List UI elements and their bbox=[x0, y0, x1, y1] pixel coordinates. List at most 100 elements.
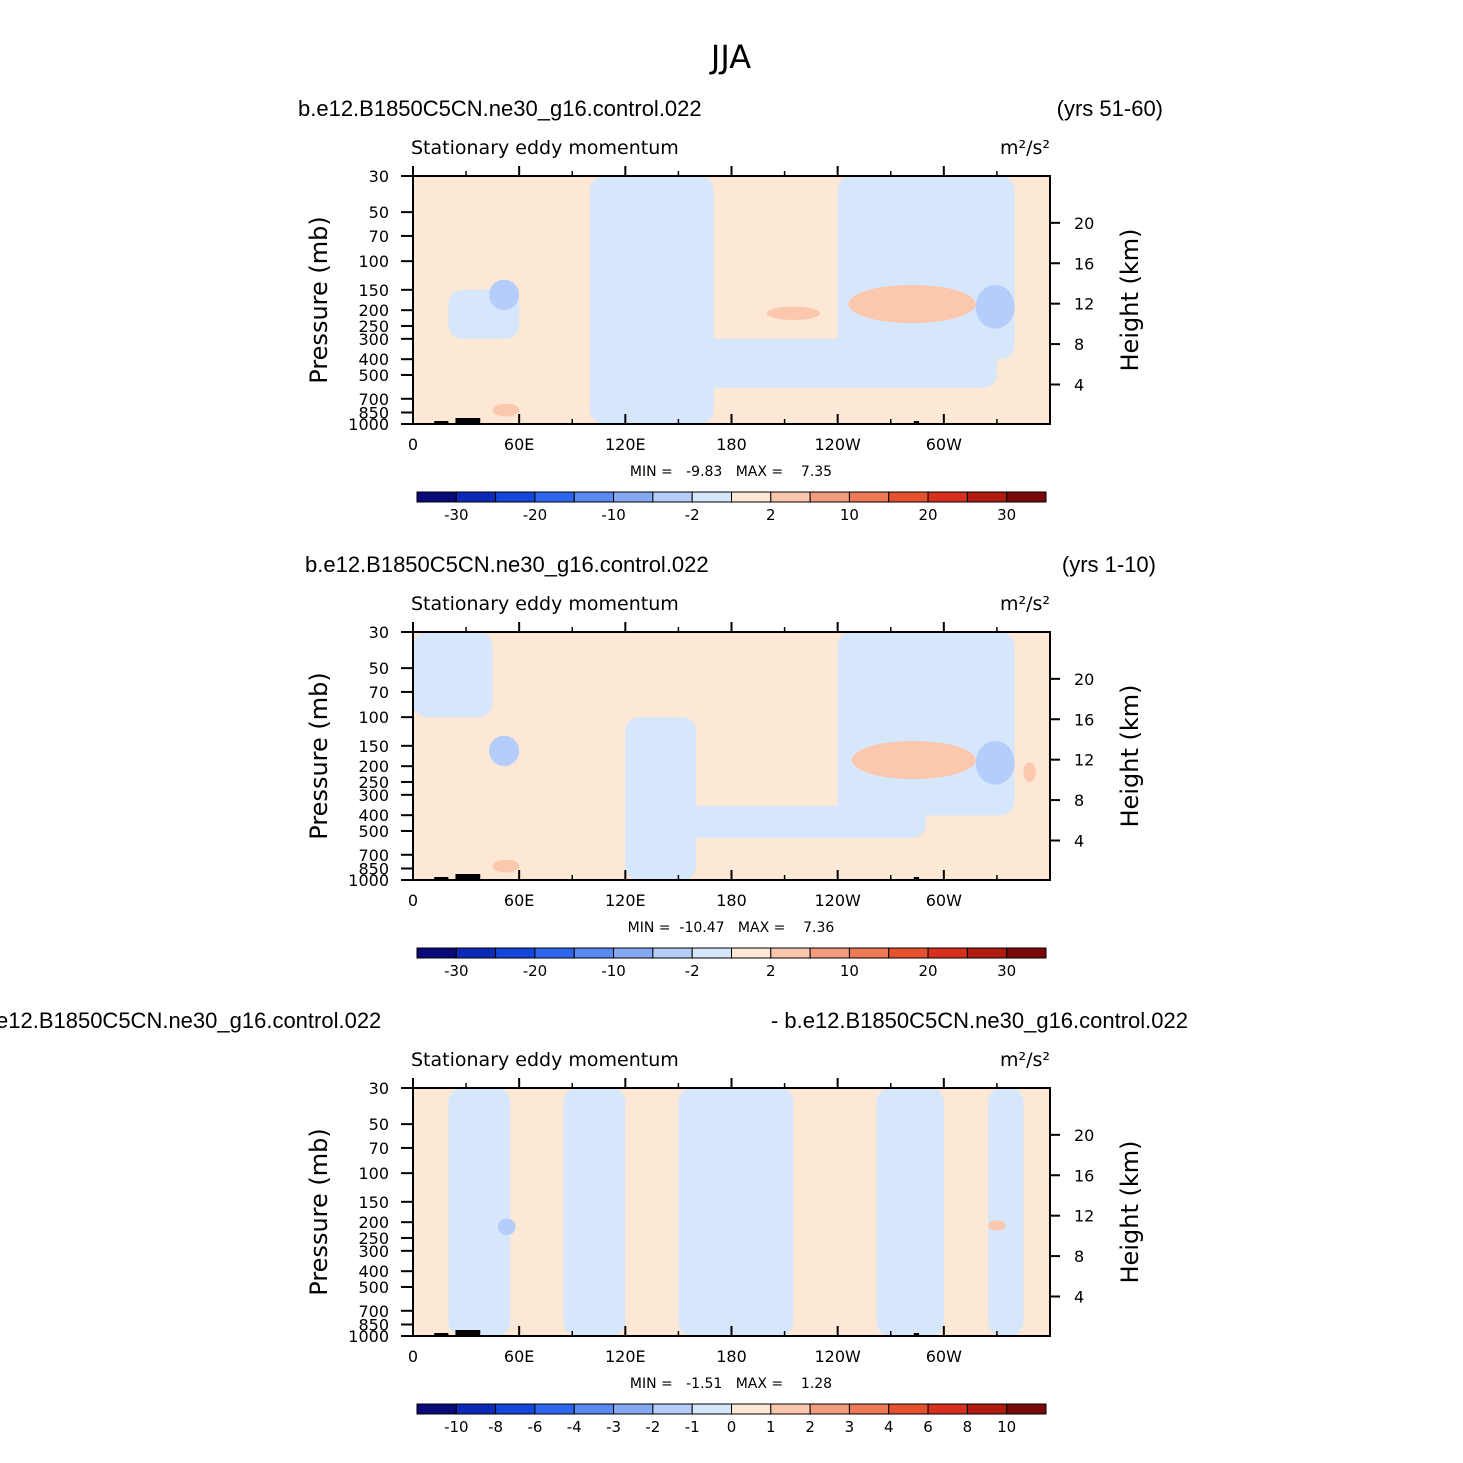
colorbar-box bbox=[652, 947, 693, 959]
y-tick-label: 150 bbox=[358, 281, 389, 300]
colorbar-box bbox=[455, 947, 497, 959]
contour-region bbox=[678, 1088, 794, 1336]
y-tick-label: 700 bbox=[358, 390, 389, 409]
colorbar-box bbox=[416, 947, 457, 959]
colorbar-box bbox=[613, 947, 654, 959]
y-tick-label: 50 bbox=[369, 1115, 389, 1134]
contour-region bbox=[876, 1088, 944, 1336]
colorbar-box bbox=[848, 947, 890, 959]
y-tick-label: 200 bbox=[358, 301, 389, 320]
colorbar-label: -20 bbox=[523, 962, 548, 980]
colorbar-box bbox=[809, 947, 850, 959]
colorbar-label: 10 bbox=[997, 1418, 1016, 1436]
panel-right-title: (yrs 1-10) bbox=[1062, 552, 1156, 577]
colorbar-box bbox=[416, 491, 457, 503]
colorbar-box bbox=[731, 1403, 772, 1415]
colorbar-box bbox=[455, 1403, 497, 1415]
y-tick-label: 30 bbox=[369, 1079, 389, 1098]
colorbar-box bbox=[495, 947, 536, 959]
colorbar-label: -2 bbox=[685, 506, 700, 524]
topography bbox=[455, 874, 481, 880]
y-tick-label: 30 bbox=[369, 167, 389, 186]
colorbar-box bbox=[927, 1403, 968, 1415]
contour-region bbox=[837, 632, 1015, 816]
colorbar: -10 -8 -6 -4 -3 -2 -1 0 1 2 3 4 6 8 10 bbox=[416, 1403, 1047, 1436]
y-right-tick-label: 4 bbox=[1074, 375, 1084, 394]
colorbar-label: 20 bbox=[919, 962, 938, 980]
colorbar-box bbox=[691, 947, 732, 959]
contour-region bbox=[766, 306, 820, 321]
topography bbox=[434, 877, 449, 880]
y-axis-label: Pressure (mb) bbox=[305, 1128, 333, 1295]
contour-region bbox=[413, 632, 493, 718]
y-tick-label: 850 bbox=[358, 1316, 389, 1335]
panel-subtitle: Stationary eddy momentum bbox=[411, 1049, 679, 1071]
contour-region bbox=[625, 338, 997, 388]
y-right-tick-label: 12 bbox=[1074, 751, 1094, 770]
colorbar-box bbox=[809, 491, 850, 503]
contour-region bbox=[975, 284, 1015, 329]
colorbar-label: 30 bbox=[997, 962, 1016, 980]
colorbar-label: 2 bbox=[766, 506, 776, 524]
colorbar-label: -6 bbox=[527, 1418, 542, 1436]
colorbar-label: 2 bbox=[766, 962, 776, 980]
x-tick-label: 60W bbox=[926, 891, 962, 910]
y-right-tick-label: 16 bbox=[1074, 254, 1094, 273]
colorbar-label: -2 bbox=[685, 962, 700, 980]
x-tick-label: 0 bbox=[408, 1347, 418, 1366]
x-tick-label: 120W bbox=[814, 891, 861, 910]
contour-region bbox=[497, 1218, 516, 1236]
y-tick-label: 200 bbox=[358, 757, 389, 776]
colorbar-label: -10 bbox=[601, 962, 626, 980]
y-right-tick-label: 20 bbox=[1074, 214, 1094, 233]
topography bbox=[913, 421, 920, 424]
colorbar-box bbox=[927, 491, 968, 503]
y-tick-label: 100 bbox=[358, 1164, 389, 1183]
colorbar-box bbox=[770, 491, 811, 503]
colorbar-label: 30 bbox=[997, 506, 1016, 524]
colorbar-box bbox=[416, 1403, 457, 1415]
colorbar-box bbox=[495, 1403, 536, 1415]
colorbar-label: 20 bbox=[919, 506, 938, 524]
y-tick-label: 300 bbox=[358, 1242, 389, 1261]
panel-left-title: e12.B1850C5CN.ne30_g16.control.022 bbox=[0, 1008, 381, 1033]
y-tick-label: 250 bbox=[358, 1229, 389, 1248]
colorbar-box bbox=[573, 947, 615, 959]
x-tick-label: 180 bbox=[716, 435, 747, 454]
colorbar: -30 -20 -10 -2 2 10 20 30 bbox=[416, 491, 1047, 524]
contour-region bbox=[448, 1088, 511, 1336]
y-right-tick-label: 4 bbox=[1074, 831, 1084, 850]
topography bbox=[913, 877, 920, 880]
colorbar-box bbox=[848, 491, 890, 503]
y-right-tick-label: 16 bbox=[1074, 710, 1094, 729]
y-tick-label: 400 bbox=[358, 350, 389, 369]
x-tick-label: 120E bbox=[605, 1347, 646, 1366]
contour-region bbox=[1023, 762, 1036, 782]
colorbar-box bbox=[613, 1403, 654, 1415]
x-tick-label: 60W bbox=[926, 435, 962, 454]
contour-region bbox=[492, 403, 520, 417]
colorbar-box bbox=[1006, 491, 1047, 503]
contour-region bbox=[625, 717, 697, 880]
colorbar-label: 10 bbox=[840, 506, 859, 524]
colorbar-box bbox=[455, 491, 497, 503]
colorbar-box bbox=[573, 1403, 615, 1415]
y-tick-label: 300 bbox=[358, 786, 389, 805]
panel-1: b.e12.B1850C5CN.ne30_g16.control.022 (yr… bbox=[305, 552, 1156, 980]
y-tick-label: 50 bbox=[369, 659, 389, 678]
panel-left-title: b.e12.B1850C5CN.ne30_g16.control.022 bbox=[305, 552, 709, 577]
panel-right-title: - b.e12.B1850C5CN.ne30_g16.control.022 bbox=[771, 1008, 1188, 1033]
contour-region bbox=[988, 1220, 1006, 1231]
colorbar-label: 0 bbox=[727, 1418, 737, 1436]
y-tick-label: 1000 bbox=[348, 415, 389, 434]
colorbar-label: -8 bbox=[488, 1418, 503, 1436]
colorbar-box bbox=[848, 1403, 890, 1415]
colorbar-box bbox=[534, 947, 575, 959]
y-tick-label: 700 bbox=[358, 1302, 389, 1321]
colorbar-box bbox=[770, 1403, 811, 1415]
topography bbox=[455, 1330, 481, 1336]
y-right-tick-label: 4 bbox=[1074, 1287, 1084, 1306]
colorbar-box bbox=[966, 1403, 1008, 1415]
colorbar-label: -30 bbox=[444, 506, 469, 524]
y-tick-label: 500 bbox=[358, 1278, 389, 1297]
